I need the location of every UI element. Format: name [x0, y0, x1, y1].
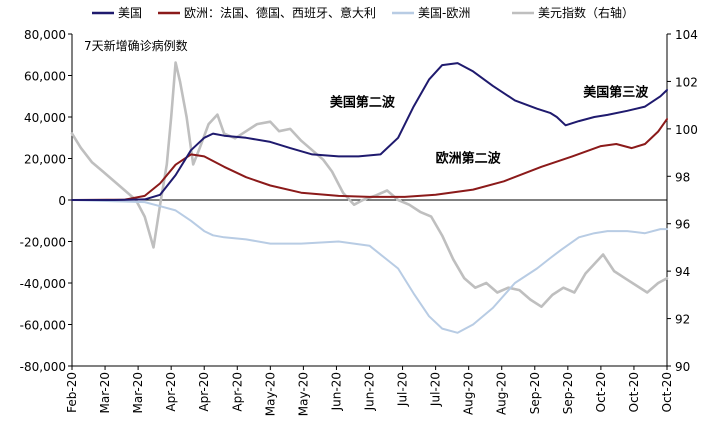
x-tick-label: Jul-20: [429, 372, 443, 407]
annotation-label: 美国第三波: [583, 84, 649, 100]
x-tick-label: Jun-20: [329, 372, 343, 411]
annotation-label: 欧洲第二波: [436, 151, 502, 167]
legend-label: 美国: [118, 6, 142, 20]
x-tick-label: Oct-20: [660, 372, 674, 412]
x-tick-label: Aug-20: [495, 372, 509, 415]
right-tick-label: 104: [675, 28, 698, 42]
x-tick-label: Mar-20: [98, 372, 112, 413]
x-tick-label: Oct-20: [627, 372, 641, 412]
legend: 美国 欧洲：法国、德国、西班牙、意大利 美国-欧洲 美元指数（右轴）: [92, 5, 634, 20]
left-tick-label: 80,000: [24, 28, 66, 42]
x-tick-label: Sep-20: [528, 372, 542, 414]
right-tick-label: 90: [675, 360, 690, 374]
x-tick-label: Oct-20: [594, 372, 608, 412]
x-tick-label: Apr-20: [197, 372, 211, 412]
series-line-2: [71, 199, 668, 334]
left-tick-label: -20,000: [20, 236, 66, 250]
left-tick-label: 20,000: [24, 153, 66, 167]
x-tick-label: Aug-20: [462, 372, 476, 415]
x-tick-label: Sep-20: [561, 372, 575, 414]
axes-layer: 80,000 60,000 40,000 20,000 0 -20,000 -40,000 -…: [20, 28, 698, 416]
chart-subtitle: 7天新增确诊病例数: [84, 38, 188, 53]
x-tick-label: Feb-20: [65, 372, 79, 413]
left-tick-label: -40,000: [20, 277, 66, 291]
right-tick-label: 98: [675, 170, 690, 184]
legend-label: 美元指数（右轴）: [538, 5, 634, 20]
x-tick-label: May-20: [263, 372, 277, 416]
x-tick-label: May-20: [296, 372, 310, 416]
x-tick-label: Jul-20: [396, 372, 410, 407]
x-tick-label: Mar-20: [131, 372, 145, 413]
right-tick-label: 92: [675, 313, 690, 327]
series-line-0: [71, 62, 668, 201]
left-tick-label: 40,000: [24, 111, 66, 125]
x-tick-label: Apr-20: [164, 372, 178, 412]
series-line-1: [71, 118, 668, 201]
series-line-3: [70, 61, 669, 309]
right-tick-label: 96: [675, 218, 690, 232]
annotation-label: 美国第二波: [330, 95, 396, 111]
left-tick-label: -80,000: [20, 360, 66, 374]
legend-label: 欧洲：法国、德国、西班牙、意大利: [184, 5, 376, 20]
x-tick-label: Apr-20: [230, 372, 244, 412]
left-tick-label: 0: [58, 194, 66, 208]
x-tick-label: Jun-20: [363, 372, 377, 411]
right-tick-label: 100: [675, 123, 698, 137]
left-tick-label: 60,000: [24, 70, 66, 84]
legend-label: 美国-欧洲: [418, 6, 470, 20]
right-tick-label: 94: [675, 265, 690, 279]
series-layer: [70, 61, 669, 334]
right-tick-label: 102: [675, 75, 698, 89]
left-tick-label: -60,000: [20, 319, 66, 333]
